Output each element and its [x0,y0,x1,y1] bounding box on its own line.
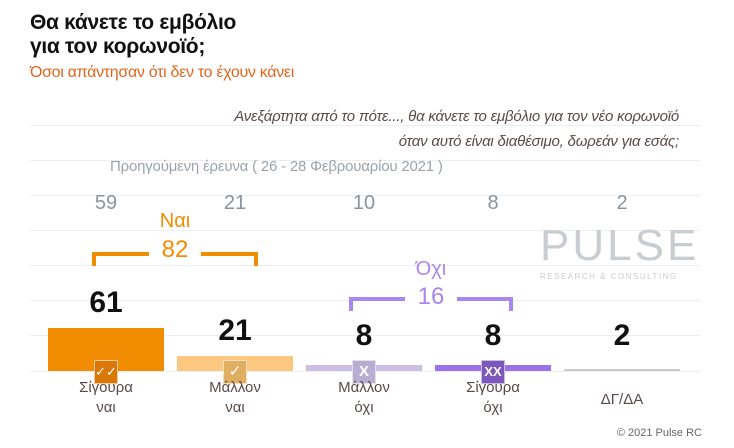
title-line-1: Θα κάνετε το εμβόλιο [30,11,237,34]
gridline [30,125,700,126]
data-label: 21 [218,314,252,348]
copyright: © 2021 Pulse RC [616,427,702,439]
previous-value: 59 [94,192,118,214]
question-line-1: Ανεξάρτητα από το πότε..., θα κάνετε το … [234,108,679,125]
bar [564,369,680,371]
data-label: 8 [484,319,502,352]
double-cross-icon: XX [481,360,505,384]
group-label: Όχι [415,258,447,280]
title-line-2: για τον κορωνοϊό; [30,35,206,58]
data-label: 8 [355,319,373,352]
previous-survey-label: Προηγούμενη έρευνα ( 26 - 28 Φεβρουαρίου… [110,158,443,175]
gridline [30,160,700,161]
data-label: 2 [613,319,631,352]
category-label: Μάλλον όχι [306,378,422,418]
gridline [30,230,700,231]
subtitle: Όσοι απάντησαν ότι δεν το έχουν κάνει [30,64,295,81]
category-line-1: Σίγουρα [466,379,520,396]
previous-value: 8 [487,192,499,214]
previous-value: 21 [223,192,247,214]
category-line-1: Μάλλον [209,379,261,396]
chart-title: Θα κάνετε το εμβόλιο για τον κορωνοϊό; [30,11,236,59]
category-label: Σίγουρα όχι [435,378,551,418]
previous-value: 2 [616,192,628,214]
group-label: Ναι [159,210,191,232]
category-line-2: ναι [96,399,116,416]
gridline [30,335,700,336]
double-check-icon: ✓✓ [94,360,118,384]
pulse-watermark-subtitle: RESEARCH & CONSULTING [540,272,678,281]
category-line-1: Σίγουρα [79,379,133,396]
question-line-2: όταν αυτό είναι διαθέσιμο, δωρεάν για εσ… [398,133,679,150]
category-line-1: Μάλλον [338,379,390,396]
gridline [30,195,700,196]
group-total: 16 [405,283,457,311]
category-line-1: ΔΓ/ΔΑ [600,391,644,408]
data-label: 61 [89,286,123,320]
group-total: 82 [149,236,201,264]
pulse-watermark-logo: PULSE [540,221,700,270]
gridline [30,265,700,266]
question-text: Ανεξάρτητα από το πότε..., θα κάνετε το … [234,104,679,154]
category-line-2: όχι [354,399,374,416]
category-line-2: ναι [225,399,245,416]
category-label: ΔΓ/ΔΑ [564,390,680,410]
check-icon: ✓ [223,360,247,384]
category-label: Μάλλον ναι [177,378,293,418]
category-line-2: όχι [483,399,503,416]
previous-value: 10 [352,192,376,214]
cross-icon: X [352,360,376,384]
category-label: Σίγουρα ναι [48,378,164,418]
